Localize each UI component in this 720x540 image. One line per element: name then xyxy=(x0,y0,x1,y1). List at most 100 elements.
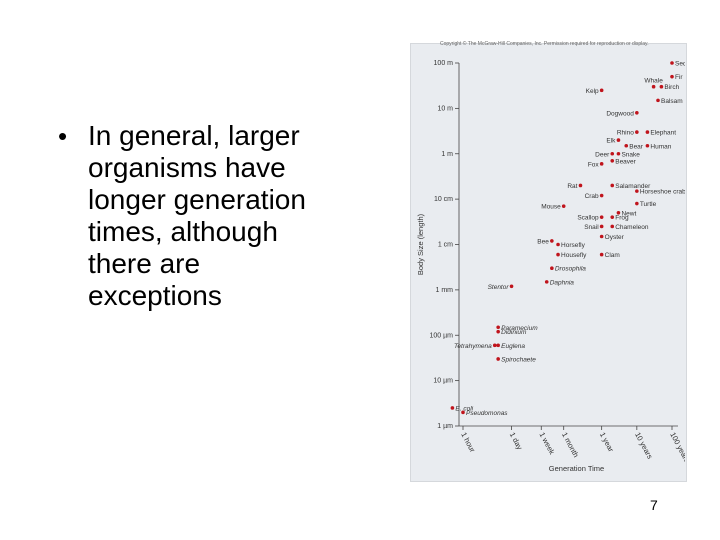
data-point-label: Mouse xyxy=(541,204,561,211)
data-point-label: Newt xyxy=(621,210,636,217)
data-point-label: Chameleon xyxy=(615,224,649,231)
data-point-label: Spirochaete xyxy=(501,356,536,363)
data-point-label: Deer xyxy=(595,151,610,158)
data-point-label: Horseshoe crab xyxy=(640,189,685,196)
data-point xyxy=(651,84,656,89)
data-point xyxy=(450,406,455,410)
data-point xyxy=(599,215,604,219)
data-point xyxy=(496,343,500,348)
data-point xyxy=(599,224,604,229)
data-point xyxy=(635,189,639,193)
data-point-label: Drosophila xyxy=(555,266,586,273)
data-point xyxy=(561,204,566,208)
data-point xyxy=(599,252,604,257)
bullet-line: there are xyxy=(88,248,201,279)
page-number: 7 xyxy=(650,497,658,513)
data-point xyxy=(599,162,604,166)
data-point-label: Daphnia xyxy=(550,279,575,286)
data-point xyxy=(599,234,604,239)
data-point-label: Salamander xyxy=(615,183,651,190)
data-point xyxy=(492,343,497,348)
x-tick-label: 1 hour xyxy=(459,431,477,454)
y-tick-label: 100 µm xyxy=(430,332,454,339)
data-point-label: Didinium xyxy=(501,329,527,336)
x-tick-label: 1 month xyxy=(560,431,581,459)
data-point-label: Tetrahymena xyxy=(454,343,492,350)
data-point xyxy=(616,151,621,156)
data-point xyxy=(610,151,615,156)
data-point xyxy=(550,266,554,271)
y-tick-label: 1 mm xyxy=(436,287,454,294)
data-point xyxy=(624,143,629,148)
data-point-label: Stentor xyxy=(488,284,510,291)
bullet-list: • In general, larger organisms have long… xyxy=(58,120,358,312)
y-tick-label: 10 m xyxy=(437,105,453,112)
data-point xyxy=(635,201,639,206)
bullet-line: exceptions xyxy=(88,280,222,311)
data-point xyxy=(616,138,621,142)
bullet-line: organisms have xyxy=(88,152,286,183)
data-point xyxy=(659,84,664,89)
data-point xyxy=(670,74,674,79)
data-point xyxy=(496,325,500,330)
data-point xyxy=(635,110,639,115)
figure-panel xyxy=(410,43,687,482)
bullet-marker: • xyxy=(58,121,68,151)
data-point xyxy=(578,183,583,188)
bullet-line: times, although xyxy=(88,216,278,247)
data-point-label: Horsefly xyxy=(561,242,586,249)
data-point-label: Fox xyxy=(588,161,600,168)
data-point xyxy=(556,242,560,247)
data-point-label: Birch xyxy=(664,84,679,91)
data-point xyxy=(461,410,465,415)
y-axis-label: Body Size (length) xyxy=(416,213,425,275)
data-point-label: Clam xyxy=(605,252,620,259)
y-tick-label: 10 µm xyxy=(433,378,453,385)
bullet-line: In general, larger xyxy=(88,120,300,151)
data-point-label: E. coli xyxy=(455,405,473,412)
data-point-label: Snail xyxy=(584,224,599,231)
data-point xyxy=(610,224,615,229)
data-point-label: Kelp xyxy=(586,88,599,95)
data-point xyxy=(616,210,621,215)
data-point-label: Elephant xyxy=(650,130,676,137)
data-point-label: Sequoia xyxy=(675,61,685,68)
data-point-label: Balsam xyxy=(661,98,683,105)
data-point xyxy=(645,130,650,134)
data-point xyxy=(556,252,560,257)
data-point-label: Human xyxy=(650,143,671,150)
data-point-label: Bee xyxy=(537,238,549,245)
scatter-chart: 100 m 10 m 1 m 10 cm 1 cm 1 mm 100 µm 10 µm 1 µm… xyxy=(416,60,685,473)
data-point-label: Rhino xyxy=(617,130,634,137)
y-tick-label: 10 cm xyxy=(434,196,453,203)
bullet-line: longer generation xyxy=(88,184,306,215)
copyright-text: Copyright © The McGraw-Hill Companies, I… xyxy=(440,41,649,47)
data-point-label: Frog xyxy=(615,215,629,222)
data-point-label: Dogwood xyxy=(606,110,634,117)
data-point xyxy=(610,158,615,163)
data-point-label: Snake xyxy=(621,151,640,158)
data-point-label: Euglena xyxy=(501,343,525,350)
y-tick-label: 1 m xyxy=(441,151,453,158)
data-point xyxy=(550,239,554,243)
data-point-label: Crab xyxy=(585,193,599,200)
data-point-label: Elk xyxy=(606,138,616,145)
data-point-label: Scallop xyxy=(577,215,599,222)
data-point-label: Whale xyxy=(644,78,663,85)
y-tick-label: 1 cm xyxy=(438,242,453,249)
data-point-label: Pseudomonas xyxy=(466,410,508,417)
data-point xyxy=(496,329,500,334)
data-point-label: Oyster xyxy=(605,234,625,241)
x-tick-label: 100 years xyxy=(668,431,685,465)
data-point-label: Bear xyxy=(629,143,644,150)
x-tick-label: 1 day xyxy=(508,431,525,452)
x-tick-label: 10 years xyxy=(633,431,655,461)
data-point xyxy=(599,193,604,198)
y-tick-label: 100 m xyxy=(434,60,454,67)
data-point xyxy=(610,215,615,219)
bullet-text: In general, larger organisms have longer… xyxy=(88,120,306,312)
data-point-label: Rat xyxy=(567,183,577,190)
x-axis-label: Generation Time xyxy=(549,464,604,473)
data-point xyxy=(635,130,639,134)
data-point-label: Beaver xyxy=(615,158,636,165)
